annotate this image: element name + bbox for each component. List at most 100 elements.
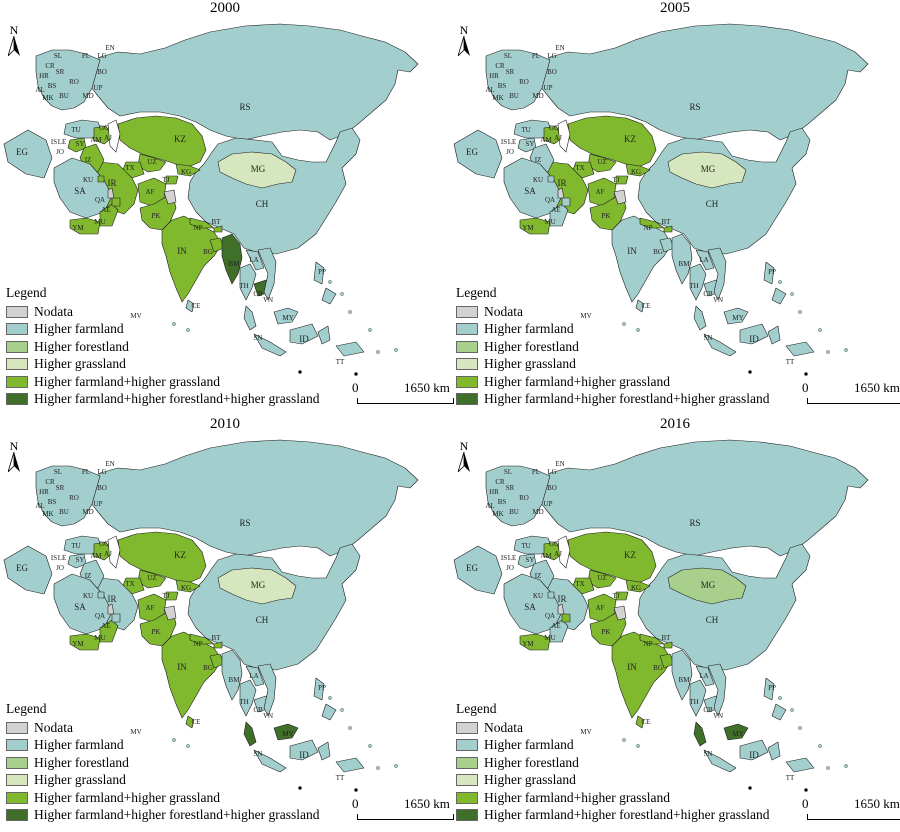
country-region-my: [693, 721, 749, 747]
legend-label: Higher farmland: [484, 737, 574, 753]
legend-item: Higher farmland: [456, 321, 770, 339]
country-code-label: EG: [16, 147, 28, 157]
country-code-label: VN: [713, 712, 723, 720]
country-region-vn: [707, 247, 727, 301]
country-code-label: CB: [253, 290, 263, 298]
country-code-label: YM: [72, 224, 84, 232]
country-code-label: AF: [596, 604, 605, 612]
island-dot: [376, 766, 380, 770]
country-code-label: MK: [42, 510, 53, 518]
map-canvas: RS CH MG KZ UZ TX KG TJ IR AF PK IN NP BT BG BM TH LA CBVN…: [3, 439, 419, 792]
country-region-ce: [635, 299, 645, 313]
country-code-label: AM: [90, 136, 102, 144]
map-canvas: RS CH MG KZ UZ TX KG TJ IR AF PK IN NP BT BG BM TH LA CBVN…: [453, 439, 869, 792]
country-code-label: BM: [229, 260, 241, 268]
island-dot: [298, 370, 302, 374]
island-dot: [844, 764, 848, 768]
country-code-label: LA: [699, 256, 708, 264]
country-code-label: BT: [212, 634, 222, 642]
north-label: N: [459, 439, 469, 453]
scale-line: [807, 814, 900, 820]
country-code-label: BO: [547, 68, 557, 76]
country-code-label: CB: [703, 290, 713, 298]
country-code-label: SA: [74, 186, 86, 196]
island-dot: [636, 744, 640, 748]
country-code-label: AM: [90, 552, 102, 560]
country-code-label: IR: [558, 178, 567, 188]
country-code-label: RO: [519, 78, 529, 86]
country-region-pp: [763, 677, 787, 721]
legend-item: Higher farmland+higher forestland+higher…: [6, 807, 320, 825]
panel-year-title: 2016: [660, 416, 690, 432]
island-dot: [804, 788, 808, 792]
country-code-label: SA: [524, 602, 536, 612]
country-code-label: CR: [45, 478, 55, 486]
country-code-label: BG: [203, 248, 213, 256]
legend-swatch: [456, 358, 478, 371]
legend-label: Higher grassland: [484, 772, 576, 788]
legend-label: Higher forestland: [484, 754, 579, 770]
country-code-label: MU: [544, 218, 555, 226]
country-code-label: CE: [642, 302, 651, 310]
country-code-label: TU: [521, 126, 530, 134]
country-code-label: MV: [580, 728, 591, 736]
country-code-label: PL: [82, 468, 90, 476]
legend-swatch: [456, 305, 478, 318]
island-dot: [186, 744, 190, 748]
map-regions: RS CH MG KZ UZ TX KG TJ IR AF PK IN NP BT BG BM TH LA CBVN…: [3, 439, 419, 792]
country-code-label: ID: [749, 334, 759, 344]
country-region-ce: [185, 299, 195, 313]
country-code-label: MG: [251, 580, 266, 590]
island-dot: [790, 708, 794, 712]
legend-title: Legend: [456, 701, 497, 716]
country-code-label: LE: [58, 138, 67, 146]
legend-item: Higher forestland: [6, 338, 320, 356]
country-code-label: JO: [506, 564, 514, 572]
country-code-label: QA: [545, 612, 555, 620]
country-region-mu: [99, 619, 119, 643]
country-code-label: BU: [509, 92, 519, 100]
country-code-label: MY: [282, 314, 293, 322]
country-region-kg: [175, 163, 201, 177]
country-region-eg: [453, 545, 503, 595]
legend-label: Higher forestland: [34, 754, 129, 770]
island-dot: [826, 350, 830, 354]
legend-label: Nodata: [34, 303, 73, 319]
country-code-label: SL: [504, 468, 512, 476]
country-code-label: MD: [532, 508, 543, 516]
caspian-sea: [557, 119, 571, 153]
country-region-eg: [453, 129, 503, 179]
country-code-label: MG: [701, 164, 716, 174]
country-code-label: VN: [263, 296, 273, 304]
country-code-label: LA: [249, 672, 258, 680]
country-code-label: GG: [549, 540, 559, 548]
country-code-label: CE: [192, 718, 201, 726]
country-code-label: UP: [544, 84, 553, 92]
legend-label: Higher grassland: [34, 356, 126, 372]
country-code-label: RS: [239, 518, 250, 528]
caspian-sea: [107, 119, 121, 153]
country-code-label: TT: [336, 774, 345, 782]
legend-label: Higher farmland+higher forestland+higher…: [34, 391, 320, 407]
country-code-label: AE: [551, 622, 560, 630]
country-code-label: RO: [69, 78, 79, 86]
island-dot: [790, 292, 794, 296]
country-code-label: BO: [97, 484, 107, 492]
country-code-label: IZ: [85, 156, 92, 164]
country-code-label: AJ: [104, 134, 112, 142]
country-region-vn: [257, 663, 277, 717]
country-code-label: BM: [679, 260, 691, 268]
country-region-vn: [257, 247, 277, 301]
country-code-label: SY: [76, 140, 85, 148]
country-region-kw: [97, 175, 105, 183]
legend-swatch: [456, 756, 478, 769]
country-code-label: NP: [194, 224, 203, 232]
country-region-mg: [667, 151, 747, 189]
country-code-label: IR: [108, 178, 117, 188]
legend-item: Higher farmland+higher forestland+higher…: [6, 391, 320, 409]
island-dot: [328, 696, 332, 700]
country-code-label: BS: [48, 498, 57, 506]
country-code-label: BM: [229, 676, 241, 684]
country-code-label: IS: [501, 554, 507, 562]
country-code-label: CR: [495, 62, 505, 70]
